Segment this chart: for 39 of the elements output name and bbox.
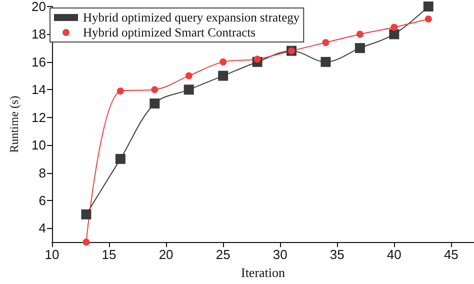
x-tick-label: 15 [102,247,116,262]
legend-label: Hybrid optimized Smart Contracts [83,26,256,40]
y-tick-label: 20 [32,0,46,14]
legend-label: Hybrid optimized query expansion strategy [83,10,300,24]
x-tick-label: 20 [158,247,174,262]
point [322,39,330,46]
y-tick-label: 14 [32,82,46,98]
x-tick-label: 25 [216,247,230,262]
point [184,84,194,95]
point [81,209,92,220]
point [218,70,228,81]
y-tick-label: 4 [38,220,46,236]
point [423,2,434,12]
point [356,30,364,38]
x-axis-title: Iteration [240,265,286,280]
point [82,238,90,246]
point [185,72,192,80]
point [150,98,160,109]
x-tick-label: 35 [330,247,344,262]
point [320,56,331,67]
point [254,56,261,63]
point [115,154,126,164]
y-tick-label: 10 [32,138,46,153]
point [424,15,432,22]
point [354,43,365,54]
x-tick-label: 30 [272,247,288,262]
y-axis-title: Runtime (s) [7,96,21,153]
point [220,58,227,66]
point [116,88,124,95]
point [389,29,400,40]
point [390,24,398,31]
x-tick-label: 40 [386,247,402,262]
y-tick-label: 12 [32,110,46,125]
x-tick-label: 45 [444,247,458,262]
y-tick-label: 18 [32,26,46,42]
y-tick-label: 6 [38,193,46,208]
point [151,86,158,94]
y-tick-label: 16 [32,54,46,70]
y-tick-label: 8 [38,165,46,180]
